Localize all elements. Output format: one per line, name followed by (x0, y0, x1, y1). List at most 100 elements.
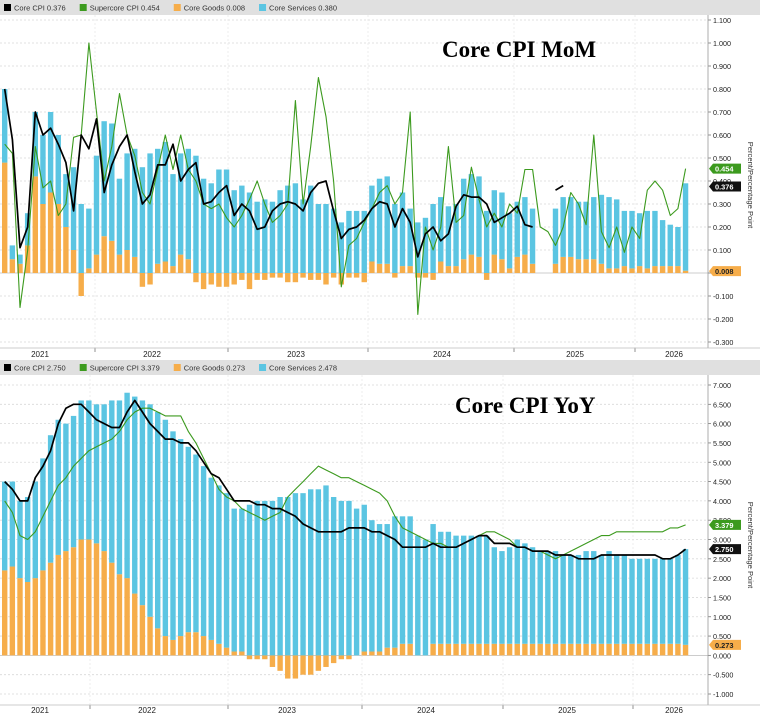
bar-core-services (93, 404, 100, 544)
bar-core-goods (606, 643, 612, 656)
bar-core-goods (522, 643, 528, 656)
value-tag-core-goods (709, 639, 741, 650)
bar-core-services (116, 178, 123, 255)
bar-core-services (667, 224, 673, 267)
bar-core-services (78, 400, 84, 540)
bar-core-services (491, 547, 497, 644)
bar-core-services (575, 554, 582, 644)
bar-core-services (445, 531, 452, 644)
bar-core-services (476, 176, 482, 257)
bar-core-services (254, 201, 260, 273)
bar-core-services (109, 400, 115, 563)
bar-core-services (438, 531, 444, 644)
bar-core-services (308, 185, 314, 273)
x-tick-label: 2025 (566, 350, 584, 359)
y-tick-label: 4.000 (713, 497, 731, 506)
bar-core-goods (376, 263, 383, 273)
bar-core-goods (537, 643, 543, 656)
chart-yoy: Core CPI 2.750 Supercore CPI 3.379 Core Go… (0, 360, 760, 715)
legend-swatch-supercore-cpi (79, 364, 87, 371)
bar-core-goods (254, 273, 260, 280)
bar-core-services (583, 551, 589, 644)
bar-core-services (621, 210, 628, 267)
y-tick-label: 7.000 (713, 381, 731, 390)
bar-core-goods (445, 266, 452, 273)
bar-core-goods (147, 616, 153, 656)
bar-core-services (32, 112, 38, 177)
bar-core-services (177, 153, 184, 255)
x-tick-label: 2024 (433, 350, 451, 359)
legend-swatch-core-services (259, 364, 267, 371)
bar-core-goods (223, 647, 230, 656)
bar-core-goods (124, 250, 130, 273)
bar-core-goods (9, 259, 16, 273)
bar-core-goods (430, 273, 436, 280)
bar-core-goods (598, 643, 605, 656)
bar-core-services (552, 551, 559, 644)
bar-core-goods (269, 273, 276, 278)
bar-core-services (453, 204, 459, 267)
legend-label-core-services: Core Services 2.478 (269, 364, 337, 373)
bar-core-services (17, 500, 23, 579)
bar-core-services (239, 508, 245, 652)
bar-core-services (369, 185, 375, 262)
bar-core-services (575, 201, 582, 260)
bar-core-services (606, 551, 612, 644)
bar-core-goods (32, 578, 38, 656)
bar-core-goods (445, 643, 452, 656)
legend-label-core-cpi: Core CPI 2.750 (14, 364, 66, 373)
bar-core-services (545, 551, 551, 644)
legend-swatch-supercore-cpi (79, 4, 87, 11)
bar-core-services (614, 199, 620, 269)
bar-core-goods (461, 643, 467, 656)
y-tick-label: 6.500 (713, 400, 731, 409)
value-tag-core-goods (709, 266, 741, 277)
bar-core-services (330, 208, 337, 273)
chart-title: Core CPI YoY (455, 393, 596, 418)
bar-core-goods (384, 263, 390, 273)
bar-core-services (568, 554, 574, 644)
y-tick-label: 0.300 (713, 200, 731, 209)
chart-mom: Core CPI 0.376 Supercore CPI 0.454 Core Go… (0, 0, 760, 359)
bar-core-goods (476, 256, 482, 273)
bar-core-services (330, 497, 337, 656)
bar-core-goods (277, 655, 283, 671)
bar-core-services (522, 543, 528, 644)
bar-core-services (208, 477, 214, 640)
bar-core-services (285, 497, 291, 656)
bar-core-goods (667, 643, 673, 656)
bar-core-goods (63, 227, 69, 273)
bar-core-goods (499, 259, 505, 273)
bar-core-goods (560, 256, 566, 273)
bar-core-goods (246, 273, 253, 290)
bar-core-goods (17, 578, 23, 656)
bar-core-goods (292, 273, 299, 283)
bar-core-services (86, 400, 92, 540)
bar-core-goods (55, 554, 61, 656)
bar-core-goods (568, 256, 574, 273)
bar-core-goods (155, 628, 161, 656)
y-tick-label: 1.000 (713, 613, 731, 622)
bar-core-services (376, 178, 383, 264)
bar-core-goods (591, 259, 597, 273)
y-tick-label: 1.500 (713, 593, 731, 602)
bar-core-services (353, 210, 360, 273)
bar-core-goods (529, 643, 536, 656)
y-axis-title: Percent/Percentage Point (746, 142, 755, 229)
bar-core-services (476, 535, 482, 644)
bar-core-goods (591, 643, 597, 656)
bar-core-goods (346, 655, 352, 660)
bar-core-goods (575, 643, 582, 656)
bar-core-services (560, 554, 566, 644)
bar-core-services (231, 508, 237, 652)
bar-core-goods (132, 593, 138, 656)
bar-core-services (399, 516, 406, 644)
bar-core-services (422, 539, 429, 656)
bar-core-goods (193, 273, 199, 283)
bar-core-goods (583, 259, 589, 273)
bar-core-goods (392, 647, 398, 656)
bar-core-goods (177, 636, 184, 656)
y-tick-label: -0.200 (713, 315, 733, 324)
bar-core-services (47, 435, 54, 563)
